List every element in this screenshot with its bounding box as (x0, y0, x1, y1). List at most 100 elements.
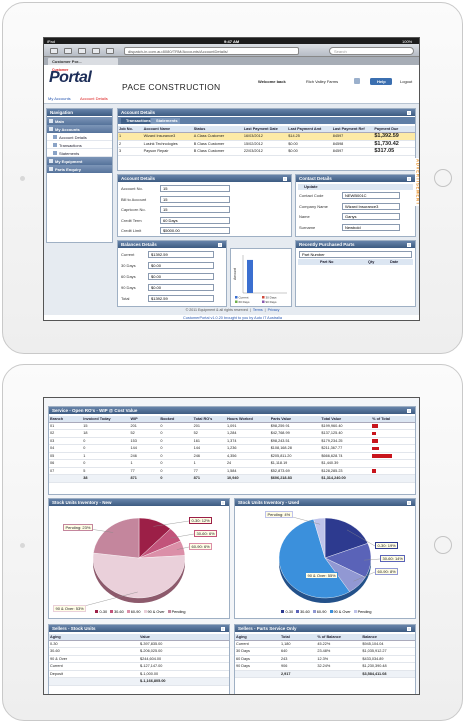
filter-placeholder: Part Number (302, 251, 325, 257)
tab-label[interactable]: Statements (156, 118, 178, 124)
table-row[interactable]: 30-60 $-206,025.00 (49, 647, 229, 656)
home-button[interactable] (434, 169, 452, 187)
nav-item[interactable]: Main (47, 117, 112, 125)
column-header: Parts Value (269, 415, 321, 423)
data-table: Branch Invoiced Today WIP Booked Total RO's H… (49, 415, 415, 483)
table-row[interactable]: 01 15 201 0 201 1,091 $98,259.91 $199,960.40 (49, 422, 415, 430)
user-name: Rich Valley Farms (306, 79, 339, 84)
slice-label: 90 & Over: 55% (305, 572, 339, 579)
table-row[interactable]: 0-30 $-397,835.00 (49, 640, 229, 648)
table-row[interactable]: 2 Lusink Technologies B Class Customer 15/0… (118, 140, 415, 148)
table-cell: 05 (49, 452, 83, 460)
share-button[interactable] (106, 47, 114, 54)
table-row[interactable]: 60 Days 243 12.3% $433,034.89 (235, 655, 415, 663)
data-table: Aging Total% of Balance Balance Current 1,18… (235, 633, 415, 679)
nav-item[interactable]: My Accounts (47, 125, 112, 133)
legend: 0-30 30-60 60-90 90 & Over Pending (49, 610, 229, 617)
table-row[interactable]: Deposit $-1,000.00 (49, 670, 229, 678)
column-header: Status (192, 126, 243, 133)
table-row[interactable]: Current 1,180 45.22% $945,104.04 (235, 640, 415, 648)
address-bar[interactable]: dispatch-in.com.au:8080/TRM/Accounts/Acc… (124, 46, 299, 55)
field-input: 15 (160, 185, 230, 192)
browser-tab[interactable]: Customer Por... (48, 57, 118, 65)
table-cell: $199,960.40 (320, 422, 372, 430)
table-row[interactable]: 90 & Over $244,604.00 (49, 655, 229, 663)
field-input: 15 (160, 195, 230, 203)
tab-label[interactable]: Transactions (126, 118, 151, 124)
nav-label[interactable]: Transactions (59, 142, 82, 148)
nav-item[interactable]: Account Details (47, 133, 112, 141)
nav-item[interactable]: Statements (47, 149, 112, 157)
panel-icon (221, 626, 225, 631)
table-cell: $-1,000.00 (139, 670, 229, 678)
table-row[interactable]: 04 0 144 0 144 1,236 $108,168.28 $211,367.77 (49, 444, 415, 453)
nav-label[interactable]: Account Details (59, 134, 87, 140)
column-header: Payment Due (373, 126, 415, 133)
table-cell: 15 (82, 422, 130, 430)
panel: Recently Purchased Parts Part Number Part … (295, 240, 416, 307)
field-label: Credit Term (121, 217, 142, 223)
nav-label[interactable]: Statements (59, 150, 80, 156)
percent-bar (372, 454, 393, 458)
table-cell: 201 (129, 422, 160, 430)
table-cell: 0 (159, 444, 193, 453)
panel-header: Service - Open RO's - WIP @ Cost Value (49, 407, 415, 414)
help-button[interactable] (370, 77, 392, 85)
logout-link[interactable]: Logout (400, 79, 413, 84)
panel-icon (407, 408, 411, 413)
nav-label[interactable]: Parts Enquiry (55, 166, 82, 172)
tab[interactable]: Statements (151, 117, 180, 124)
nav-label[interactable]: My Accounts (55, 126, 80, 132)
column-header: Qty (368, 260, 375, 264)
percent-bar (372, 446, 379, 450)
table-cell: 0 (159, 467, 193, 475)
bookmarks-button[interactable] (78, 47, 86, 54)
forward-button[interactable] (64, 47, 72, 54)
side-tab[interactable]: ADVERTISEMENT (415, 158, 420, 207)
field-label: 60 Days (121, 274, 136, 279)
legend-label: 60 Days (239, 300, 251, 304)
table-row[interactable]: 90 Days 906 32.24% $1,230,390.48 (235, 662, 415, 671)
back-button[interactable] (50, 47, 58, 54)
footer-link[interactable]: Terms (252, 308, 263, 312)
help-label[interactable]: Help (377, 78, 386, 84)
copyright-line: © 2011 Equipment & all rights reserved | T… (44, 308, 419, 314)
footer: CustomerPortal v1.0.20 brought to you by… (44, 315, 419, 320)
tab[interactable]: Transactions (121, 117, 151, 124)
table-row[interactable]: 02 18 52 0 52 1,284 $42,768.99 $137,125.40 (49, 429, 415, 438)
leader-line (176, 546, 190, 550)
table-row[interactable]: 07 5 77 0 77 1,584 $52,873.69 $128,285.23 (49, 467, 415, 475)
nav-item[interactable]: Transactions (47, 141, 112, 149)
table-row[interactable]: 30 Days 640 23.48% $1,035,912.27 (235, 647, 415, 656)
field-label: Credit Limit (121, 228, 142, 233)
table-cell: 77 (129, 467, 160, 475)
table-row[interactable]: 1 Wizard Insurance3 A Class Customer 16/03/… (118, 132, 415, 141)
slice-label: 0-30: 12% (189, 517, 213, 524)
nav-item[interactable]: My Equipment (47, 157, 112, 165)
table-cell: $42,768.99 (269, 429, 321, 438)
table-row[interactable]: 3 Payson Repair B Class Customer 22/03/2012… (118, 147, 415, 156)
nav-item[interactable]: Parts Enquiry (47, 165, 112, 173)
breadcrumb-current[interactable]: Account Details (80, 96, 108, 101)
table-cell: 1,284 (225, 429, 270, 438)
bar (247, 259, 253, 293)
table-row[interactable]: 05 1 246 0 246 4,356 $205,811.20 $666,628.74 (49, 452, 415, 460)
home-button[interactable] (434, 536, 452, 554)
nav-label[interactable]: My Equipment (55, 158, 83, 164)
tabs-button[interactable] (92, 47, 100, 54)
table-cell: $0.00 (287, 147, 332, 156)
table-row[interactable]: 06 0 1 0 1 24 $1,118.19 $1,440.39 (49, 459, 415, 468)
field-label: Current (121, 252, 135, 257)
search-box[interactable]: Search (329, 46, 414, 55)
screen: Service - Open RO's - WIP @ Cost Value Br… (43, 397, 420, 695)
breadcrumb-link[interactable]: My Accounts (48, 96, 71, 101)
legend-label: Pending (171, 610, 186, 614)
table-cell: 15/02/2012 (242, 140, 288, 148)
footer-link[interactable]: Privacy (267, 308, 280, 312)
table-cell: 02 (49, 429, 83, 438)
table-row[interactable]: 03 0 153 0 161 1,374 $98,243.51 $179,234.25 (49, 437, 415, 445)
panel: Stock Units Inventory - New 0-30: 12% 30-6… (48, 498, 230, 619)
table-cell: 246 (192, 452, 226, 460)
table-row[interactable]: Current $-127,147.00 (49, 662, 229, 671)
nav-label[interactable]: Main (55, 118, 65, 124)
